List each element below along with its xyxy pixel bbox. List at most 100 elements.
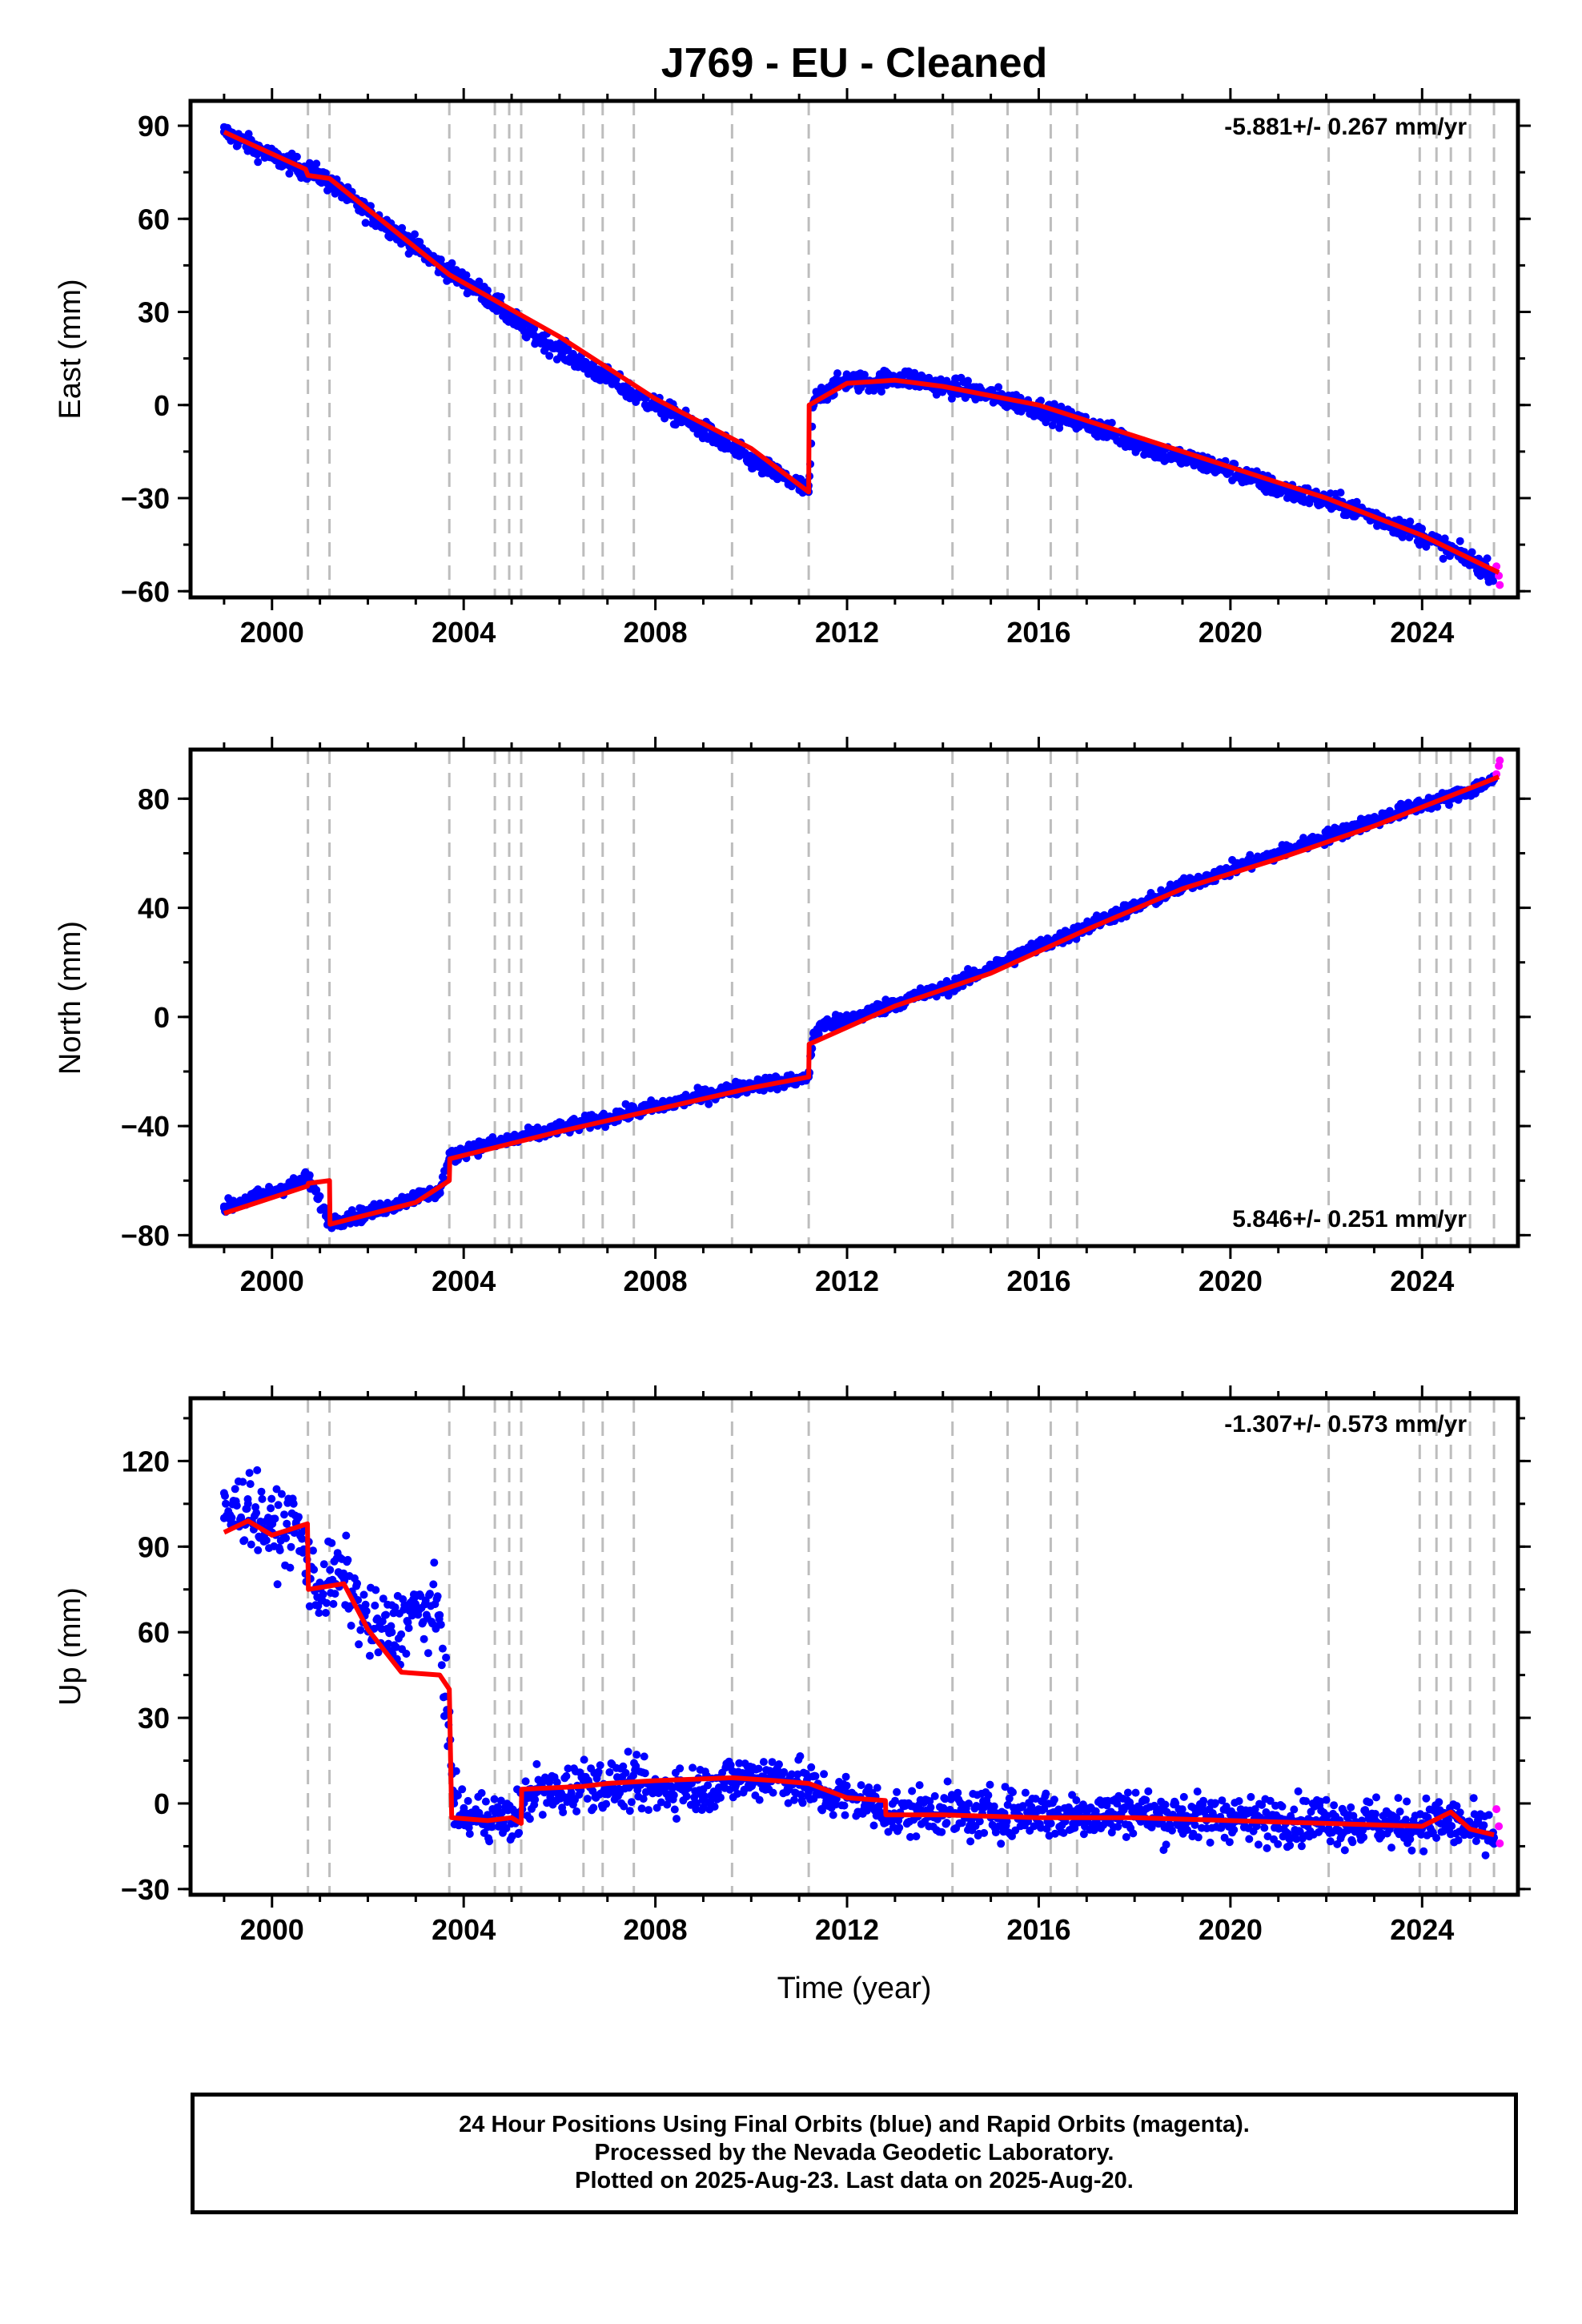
data-point [1456,537,1464,545]
data-point [942,1819,951,1827]
data-point [329,1599,338,1608]
x-tick-label: 2004 [432,1265,496,1297]
y-axis-label: North (mm) [54,921,87,1075]
data-point [1090,1826,1098,1835]
data-point [253,1466,262,1474]
data-point [532,332,540,341]
data-point [733,1789,742,1798]
x-tick-label: 2004 [432,616,496,649]
y-tick-label: 40 [138,892,170,925]
y-tick-label: 0 [154,389,170,422]
data-point [1495,1822,1504,1831]
data-point [908,1787,917,1795]
data-point [705,1100,713,1108]
data-point [632,1751,641,1759]
data-point [267,1504,275,1513]
data-point [433,1592,442,1601]
data-point [801,1770,810,1778]
data-point [1294,1787,1303,1795]
data-point [1496,1839,1504,1848]
data-point [1422,1794,1431,1803]
data-point [1433,802,1442,811]
data-point [485,1837,494,1846]
data-point [436,1610,444,1619]
data-point [420,1634,428,1643]
data-point [984,1791,993,1799]
data-point [359,1590,368,1599]
data-point [1340,1846,1349,1855]
data-point [222,1499,230,1508]
chart-panel-3: 2000 2004 2008 2012 2016 2020 2024−30030609012… [54,1385,1531,2005]
data-point [941,1795,950,1803]
data-point [1003,1800,1012,1809]
data-point [938,1827,946,1836]
data-point [632,1762,640,1771]
data-point [477,1789,486,1797]
data-point [693,1799,701,1807]
data-point [239,1478,247,1486]
data-point [1326,1837,1335,1846]
data-point [1254,1840,1263,1849]
data-point [1442,1816,1451,1825]
data-point [397,1630,406,1638]
plot-area [219,750,1504,1246]
y-tick-label: −30 [121,482,170,515]
data-point [1394,1794,1403,1803]
data-point [1130,438,1139,447]
data-point [689,1763,697,1772]
data-point [843,1015,851,1024]
data-point [759,1758,768,1767]
data-point [1492,1805,1501,1814]
data-point [1113,1799,1122,1808]
data-point [811,1771,820,1780]
data-point [402,1650,411,1658]
data-point [1171,1799,1180,1807]
data-point [424,1649,432,1658]
data-point [508,314,516,323]
y-tick-label: 30 [138,296,170,329]
data-point [1274,1839,1283,1848]
data-point [545,1778,554,1787]
data-point [1406,517,1415,526]
data-point [1002,1817,1011,1826]
data-point [545,352,554,360]
data-point [1050,1829,1059,1838]
model-line [223,774,1500,1227]
data-point [833,369,841,378]
data-point [723,441,732,450]
data-point [326,1566,335,1574]
data-point [243,1196,252,1204]
data-point [274,1501,283,1510]
data-point [966,1837,975,1846]
data-point [1322,1795,1331,1804]
data-point [1147,1823,1156,1831]
data-point [768,1758,777,1767]
series-final-orbits [219,772,1499,1232]
data-point [640,1752,648,1761]
data-point [1194,1833,1203,1842]
data-point [1191,1820,1199,1829]
data-point [869,1821,878,1830]
data-point [1107,419,1116,427]
data-point [579,1776,588,1785]
data-point [1142,1795,1150,1804]
data-point [572,1807,581,1815]
data-point [1179,1792,1188,1801]
data-point [1347,1803,1355,1811]
data-point [371,1601,379,1610]
data-point [627,388,636,397]
y-tick-label: −80 [121,1219,170,1252]
data-point [1247,1792,1255,1801]
data-point [312,159,321,168]
data-point [1352,497,1361,506]
data-point [605,1768,614,1776]
data-point [997,1839,1006,1848]
plot-frame [188,99,1520,600]
data-point [1423,1813,1432,1822]
data-point [1348,1838,1357,1847]
data-point [675,1782,684,1791]
chart-panel-2: 2000 2004 2008 2012 2016 2020 2024−80−4004080N… [54,737,1531,1297]
data-point [267,1494,276,1503]
data-point [1392,1814,1401,1822]
data-point [895,1823,904,1832]
